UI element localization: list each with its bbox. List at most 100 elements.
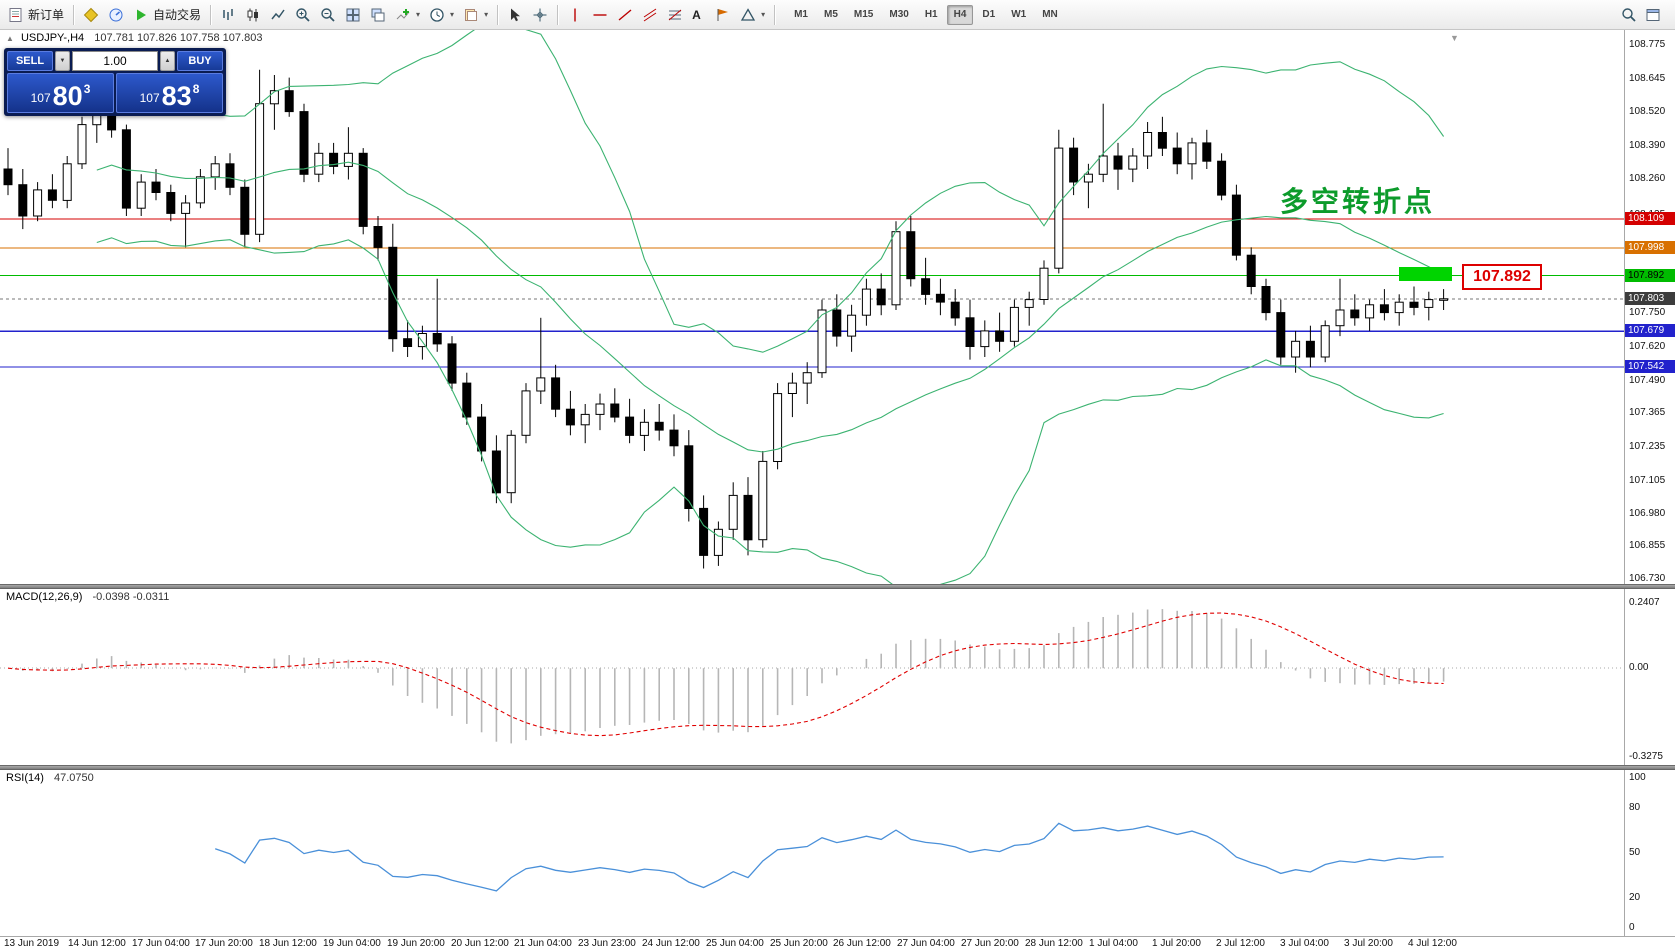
sell-price-pip: 3 (83, 82, 91, 96)
timeframe-h1-button[interactable]: H1 (918, 5, 945, 25)
macd-chart (0, 609, 1624, 744)
price-tag-label[interactable]: 107.892 (1462, 264, 1542, 290)
rsi-pane[interactable]: RSI(14) 47.0750 (0, 770, 1624, 936)
time-axis-label: 17 Jun 04:00 (132, 938, 190, 949)
cursor-button[interactable] (503, 3, 527, 27)
timeframe-h4-button[interactable]: H4 (946, 4, 974, 25)
time-axis[interactable]: 13 Jun 2019 14 Jun 12:00 17 Jun 04:00 17 Ju… (0, 936, 1675, 950)
buy-button[interactable]: BUY (177, 51, 223, 71)
time-axis-label: 28 Jun 12:00 (1025, 938, 1083, 949)
channel-button[interactable] (638, 3, 662, 27)
new-order-button[interactable]: 新订单 (4, 3, 68, 27)
timeframe-m15-button[interactable]: M15 (847, 5, 880, 25)
ohlc-values: 107.781 107.826 107.758 107.803 (94, 32, 263, 44)
trendline-button[interactable] (613, 3, 637, 27)
dropdown-icon: ▾ (450, 10, 455, 19)
clock-icon (430, 7, 444, 22)
horizontal-line-button[interactable] (588, 3, 612, 27)
vertical-line-button[interactable] (563, 3, 587, 27)
timeframe-d1-button[interactable]: D1 (975, 5, 1002, 25)
main-price-pane[interactable]: ▲ USDJPY-,H4 107.781 107.826 107.758 107… (0, 30, 1624, 584)
dropdown-icon: ▾ (761, 10, 766, 19)
new-order-icon (9, 7, 22, 22)
strategy-tester-button[interactable] (104, 3, 128, 27)
timeframe-w1-button[interactable]: W1 (1004, 5, 1033, 25)
price-axis-label: 108.260 (1629, 173, 1666, 184)
metaeditor-button[interactable] (79, 3, 103, 27)
text-tool-button[interactable]: A (688, 3, 710, 27)
candlestick-chart-button[interactable] (241, 3, 265, 27)
cursor-icon (511, 8, 521, 21)
time-axis-label: 25 Jun 20:00 (770, 938, 828, 949)
new-order-label: 新订单 (28, 8, 65, 22)
autotrade-button[interactable]: 自动交易 (129, 3, 205, 27)
zoom-out-icon (321, 7, 335, 22)
line-chart-icon (271, 9, 285, 19)
volume-increase-button[interactable]: ▲ (160, 51, 175, 71)
rsi-axis-label: 0 (1629, 922, 1635, 933)
price-axis-label: 106.855 (1629, 540, 1666, 551)
dropdown-icon: ▾ (416, 10, 421, 19)
toolbar: 新订单 自动交易 ▾ ▾ ▾ (0, 0, 1675, 30)
time-axis-label: 3 Jul 04:00 (1280, 938, 1329, 949)
sell-price-button[interactable]: 107 80 3 (7, 73, 114, 113)
search-icon (1622, 7, 1636, 22)
highlight-rectangle[interactable] (1399, 267, 1452, 281)
periods-button[interactable]: ▾ (425, 3, 458, 27)
shapes-button[interactable]: ▾ (736, 3, 769, 27)
collapse-icon[interactable]: ▲ (6, 34, 14, 43)
fibonacci-button[interactable] (663, 3, 687, 27)
volume-input[interactable]: 1.00 (72, 51, 158, 71)
autotrade-play-icon (137, 9, 147, 20)
rsi-axis-label: 50 (1629, 847, 1641, 858)
cascade-windows-button[interactable] (366, 3, 390, 27)
crosshair-icon (533, 8, 547, 21)
price-axis[interactable]: 108.775 108.645 108.520 108.390 108.260 108.1… (1624, 30, 1675, 584)
time-axis-label: 1 Jul 20:00 (1152, 938, 1201, 949)
timeframe-mn-button[interactable]: MN (1035, 5, 1065, 25)
candlestick-chart[interactable] (0, 30, 1624, 584)
time-axis-label: 4 Jul 12:00 (1408, 938, 1457, 949)
cascade-windows-icon (371, 8, 385, 21)
time-axis-label: 21 Jun 04:00 (514, 938, 572, 949)
indicators-button[interactable]: ▾ (391, 3, 424, 27)
arrow-label-icon (717, 8, 729, 21)
macd-name: MACD(12,26,9) (6, 591, 83, 603)
pane-separator[interactable] (0, 584, 1675, 589)
tile-windows-button[interactable] (341, 3, 365, 27)
templates-button[interactable]: ▾ (459, 3, 492, 27)
time-axis-label: 24 Jun 12:00 (642, 938, 700, 949)
bar-chart-button[interactable] (216, 3, 240, 27)
time-axis-label: 3 Jul 20:00 (1344, 938, 1393, 949)
arrow-label-button[interactable] (711, 3, 735, 27)
crosshair-button[interactable] (528, 3, 552, 27)
timeframe-m1-button[interactable]: M1 (787, 5, 815, 25)
time-axis-label: 13 Jun 2019 (4, 938, 60, 949)
horizontal-line-icon (593, 13, 607, 16)
price-axis-label: 107.750 (1629, 307, 1666, 318)
price-axis-label: 106.730 (1629, 573, 1666, 584)
level-price-box: 108.109 (1625, 212, 1675, 225)
new-window-button[interactable] (1641, 3, 1665, 27)
volume-decrease-button[interactable]: ▼ (55, 51, 70, 71)
macd-axis-label: 0.2407 (1629, 597, 1660, 608)
toolbar-separator (557, 4, 559, 25)
buy-price-button[interactable]: 107 83 8 (116, 73, 223, 113)
price-axis-label: 108.775 (1629, 39, 1666, 50)
sell-button[interactable]: SELL (7, 51, 53, 71)
timeframe-m30-button[interactable]: M30 (882, 5, 915, 25)
buy-price-big: 83 (161, 81, 192, 112)
macd-pane[interactable]: MACD(12,26,9) -0.0398 -0.0311 (0, 589, 1624, 765)
pane-separator[interactable] (0, 765, 1675, 770)
price-axis-label: 108.520 (1629, 106, 1666, 117)
time-axis-label: 18 Jun 12:00 (259, 938, 317, 949)
zoom-in-button[interactable] (291, 3, 315, 27)
timeframe-m5-button[interactable]: M5 (817, 5, 845, 25)
turning-point-annotation: 多空转折点 (1280, 186, 1436, 217)
macd-axis: 0.2407 0.00 -0.3275 (1624, 589, 1675, 765)
sell-price-big: 80 (52, 81, 83, 112)
line-chart-button[interactable] (266, 3, 290, 27)
rsi-header: RSI(14) 47.0750 (6, 772, 94, 784)
search-button[interactable] (1617, 3, 1641, 27)
zoom-out-button[interactable] (316, 3, 340, 27)
